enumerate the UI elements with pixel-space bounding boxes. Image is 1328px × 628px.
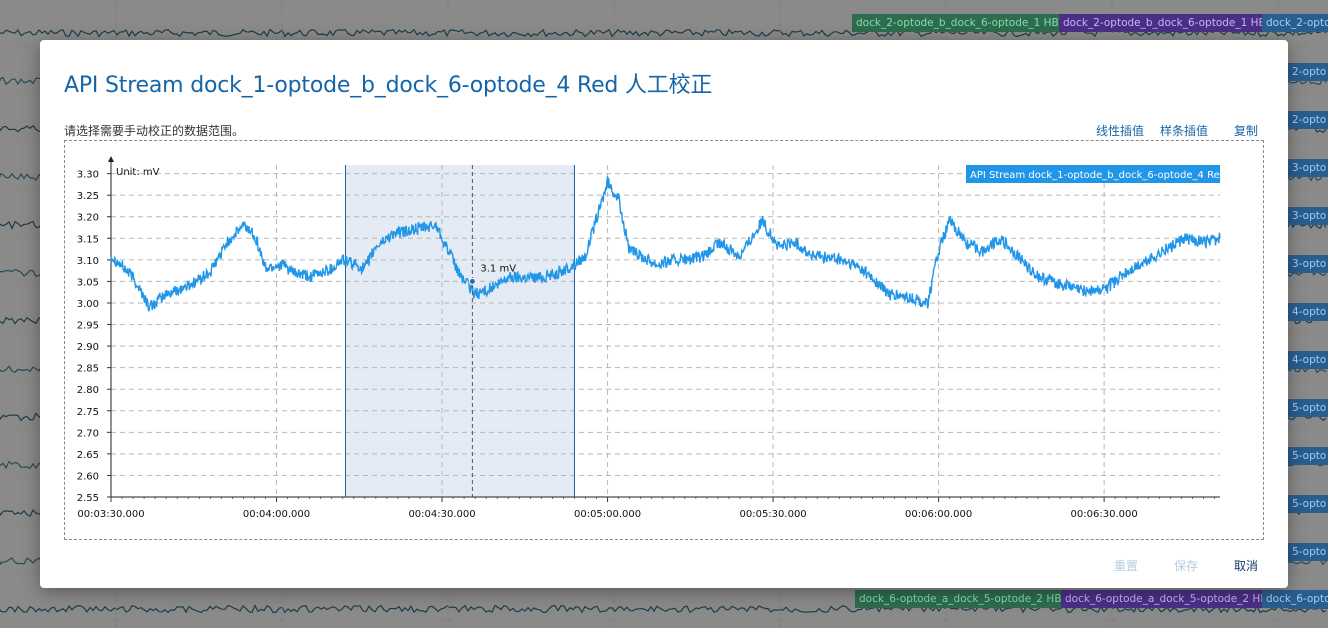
linear-interpolation-button[interactable]: 线性插值: [1096, 124, 1145, 138]
channel-tag[interactable]: 5-opto: [1288, 495, 1328, 513]
x-tick-label: 00:05:00.000: [574, 509, 641, 520]
channel-tag[interactable]: 2-opto: [1288, 63, 1328, 81]
channel-tag[interactable]: 2-opto: [1288, 111, 1328, 129]
y-tick-label: 2.75: [77, 407, 99, 418]
y-tick-label: 2.95: [77, 321, 99, 332]
y-tick-label: 3.10: [77, 256, 99, 267]
y-tick-label: 2.60: [77, 471, 99, 482]
channel-tag[interactable]: dock_2-optode_b_dock_6-optode_1 HB: [1059, 14, 1262, 32]
channel-tag[interactable]: 5-opto: [1288, 447, 1328, 465]
y-tick-label: 3.00: [77, 299, 99, 310]
legend-label: API Stream dock_1-optode_b_dock_6-optode…: [970, 170, 1226, 181]
dialog-title: API Stream dock_1-optode_b_dock_6-optode…: [64, 73, 713, 98]
x-tick-label: 00:04:00.000: [243, 509, 310, 520]
y-tick-label: 2.90: [77, 342, 99, 353]
y-tick-label: 2.70: [77, 428, 99, 439]
y-tick-label: 2.65: [77, 450, 99, 461]
x-tick-label: 00:04:30.000: [408, 509, 475, 520]
reset-button[interactable]: 重置: [1114, 559, 1139, 573]
channel-tag[interactable]: dock_2-optode_b_dock_6-optode_1 HBT: [852, 14, 1059, 32]
channel-tag[interactable]: 3-opto: [1288, 159, 1328, 177]
cursor-point: [468, 277, 476, 285]
channel-tag[interactable]: 3-opto: [1288, 207, 1328, 225]
channel-tag[interactable]: dock_6-optode_a_dock_5-optode_2 HBT: [855, 590, 1061, 608]
plot-area: [111, 165, 1220, 497]
y-tick-label: 3.25: [77, 191, 99, 202]
channel-tag[interactable]: dock_2-opto: [1262, 14, 1328, 32]
x-tick-label: 00:03:30.000: [77, 509, 144, 520]
save-button[interactable]: 保存: [1174, 559, 1199, 573]
legend-box: [966, 165, 1220, 183]
y-tick-label: 3.20: [77, 213, 99, 224]
y-tick-label: 2.85: [77, 364, 99, 375]
x-tick-label: 00:05:30.000: [739, 509, 806, 520]
y-tick-label: 3.15: [77, 234, 99, 245]
line-chart[interactable]: 2.55 2.60 2.65 2.70 2.75 2.80 2.85 2.90 2.95 3.00…: [65, 141, 1263, 539]
manual-correction-dialog: API Stream dock_1-optode_b_dock_6-optode…: [40, 40, 1288, 588]
spline-interpolation-button[interactable]: 样条插值: [1160, 124, 1209, 138]
y-tick-label: 3.05: [77, 277, 99, 288]
channel-tag[interactable]: 3-opto: [1288, 255, 1328, 273]
selection-range: [345, 165, 575, 497]
unit-label: Unit: mV: [116, 167, 160, 178]
series-line: [110, 176, 1221, 312]
channel-tag[interactable]: dock_6-optode_a_dock_5-optode_2 HB: [1061, 590, 1265, 608]
y-axis-arrow: [108, 156, 114, 162]
chart-area[interactable]: 2.55 2.60 2.65 2.70 2.75 2.80 2.85 2.90 2.95 3.00…: [64, 140, 1264, 540]
channel-tag[interactable]: dock_6-opto: [1262, 590, 1328, 608]
cancel-button[interactable]: 取消: [1234, 559, 1259, 573]
channel-tag[interactable]: 5-opto: [1288, 399, 1328, 417]
background-trace: [0, 604, 1327, 614]
x-tick-label: 00:06:00.000: [905, 509, 972, 520]
channel-tag[interactable]: 4-opto: [1288, 303, 1328, 321]
instruction-text: 请选择需要手动校正的数据范围。: [64, 124, 245, 138]
channel-tag[interactable]: 5-opto: [1288, 543, 1328, 561]
y-tick-label: 3.30: [77, 170, 99, 181]
y-tick-label: 2.55: [77, 493, 99, 504]
x-tick-label: 00:06:30.000: [1071, 509, 1138, 520]
copy-button[interactable]: 复制: [1234, 124, 1259, 138]
channel-tag[interactable]: 4-opto: [1288, 351, 1328, 369]
y-tick-label: 2.80: [77, 385, 99, 396]
cursor-value-label: 3.1 mV: [480, 263, 516, 274]
